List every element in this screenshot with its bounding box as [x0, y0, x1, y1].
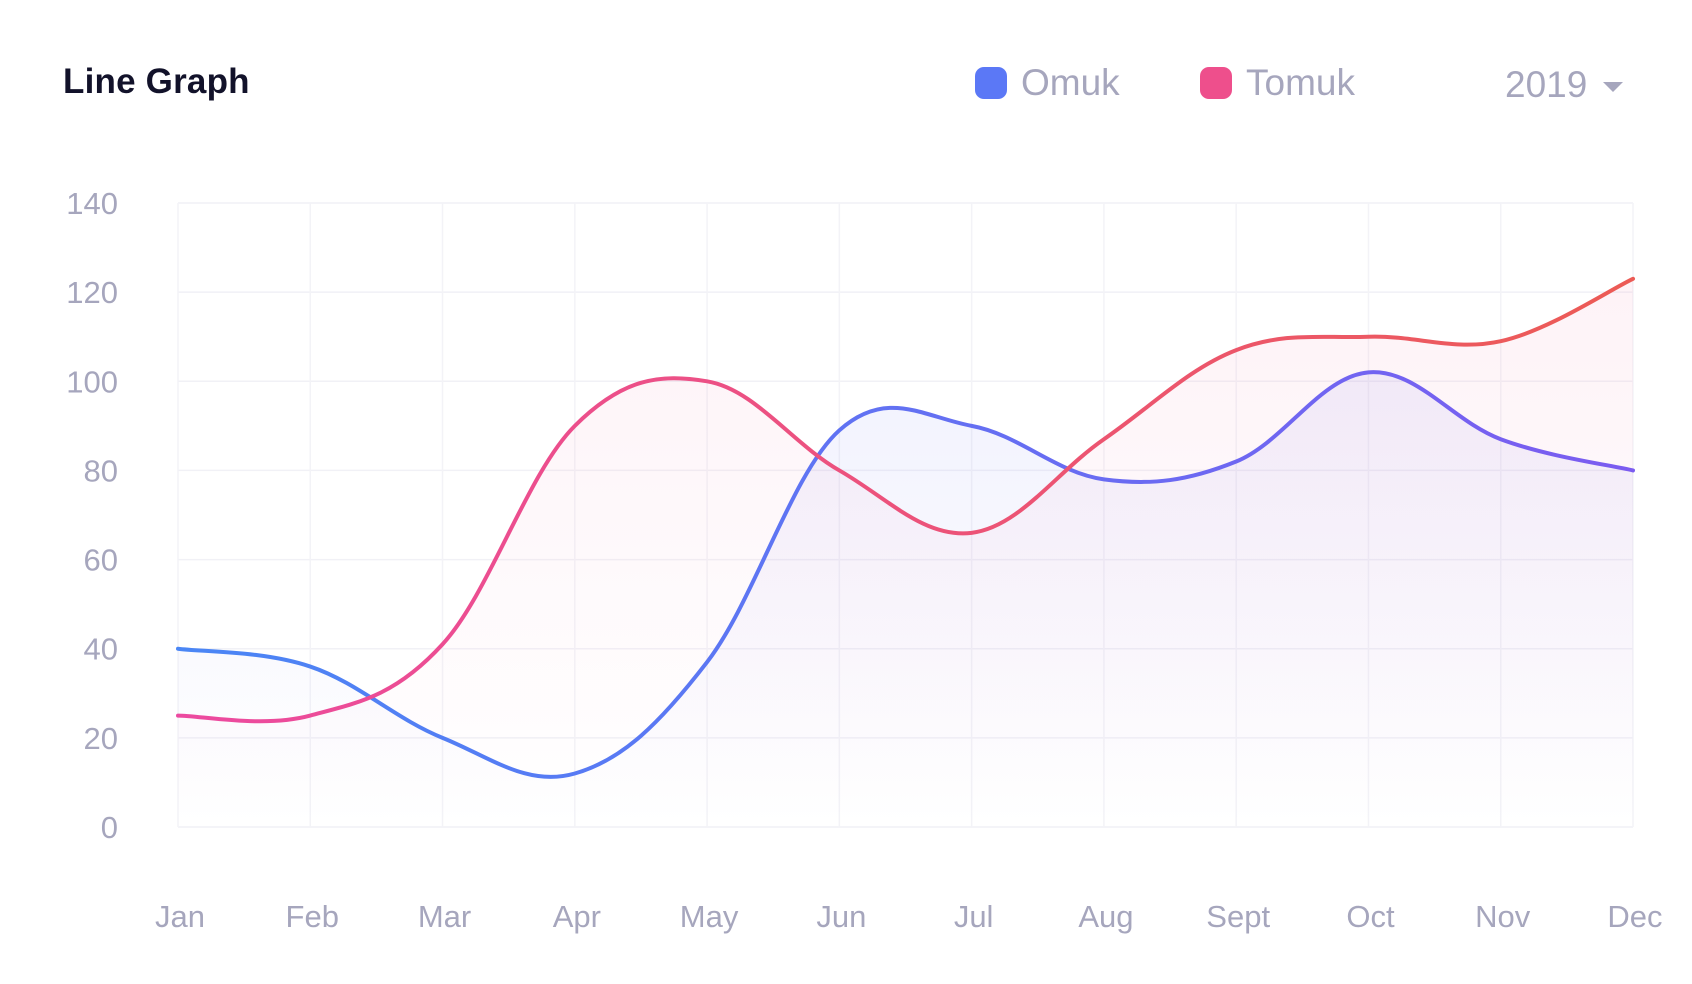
y-tick-label: 0 [101, 810, 118, 845]
series-line-omuk[interactable] [176, 370, 1635, 779]
x-tick-label: Sept [1206, 899, 1270, 934]
x-tick-label: Jul [954, 899, 994, 934]
x-tick-label: Apr [553, 899, 601, 934]
series-line-tomuk[interactable] [176, 276, 1635, 724]
x-tick-label: Jun [816, 899, 866, 934]
y-tick-label: 140 [66, 186, 118, 221]
year-dropdown[interactable]: 2019 [1505, 64, 1624, 106]
legend-label-tomuk: Tomuk [1246, 62, 1355, 103]
legend-item-tomuk[interactable]: Tomuk [1200, 62, 1355, 104]
y-tick-label: 100 [66, 364, 118, 399]
y-tick-label: 120 [66, 275, 118, 310]
chevron-down-icon [1603, 82, 1624, 92]
x-tick-label: Mar [418, 899, 471, 934]
y-tick-label: 80 [84, 453, 118, 488]
y-tick-label: 20 [84, 721, 118, 756]
x-tick-label: Feb [286, 899, 339, 934]
x-tick-label: Jan [155, 899, 205, 934]
x-tick-label: Nov [1475, 899, 1531, 934]
legend-label-omuk: Omuk [1021, 62, 1120, 103]
y-tick-label: 60 [84, 543, 118, 578]
year-dropdown-value: 2019 [1505, 64, 1588, 105]
chart-title: Line Graph [63, 62, 250, 101]
series-area-tomuk [178, 278, 1633, 827]
x-tick-label: Dec [1607, 899, 1662, 934]
legend-swatch-omuk [975, 67, 1007, 99]
y-tick-label: 40 [84, 632, 118, 667]
legend-item-omuk[interactable]: Omuk [975, 62, 1120, 104]
legend-swatch-tomuk [1200, 67, 1232, 99]
x-tick-label: Oct [1346, 899, 1395, 934]
x-tick-label: Aug [1078, 899, 1133, 934]
x-tick-label: May [680, 899, 739, 934]
